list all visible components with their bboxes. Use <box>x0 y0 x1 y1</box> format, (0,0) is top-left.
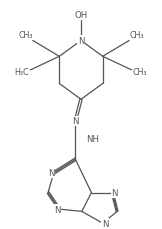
Text: CH₃: CH₃ <box>132 67 147 76</box>
Text: CH₃: CH₃ <box>129 31 144 40</box>
Text: NH: NH <box>86 135 99 144</box>
Text: N: N <box>78 37 84 46</box>
Text: N: N <box>48 169 55 178</box>
Text: H₃C: H₃C <box>14 67 29 76</box>
Text: N: N <box>72 117 79 126</box>
Text: N: N <box>111 188 118 197</box>
Text: CH₃: CH₃ <box>18 31 33 40</box>
Text: N: N <box>102 219 108 228</box>
Text: N: N <box>54 205 60 214</box>
Text: OH: OH <box>74 11 88 20</box>
